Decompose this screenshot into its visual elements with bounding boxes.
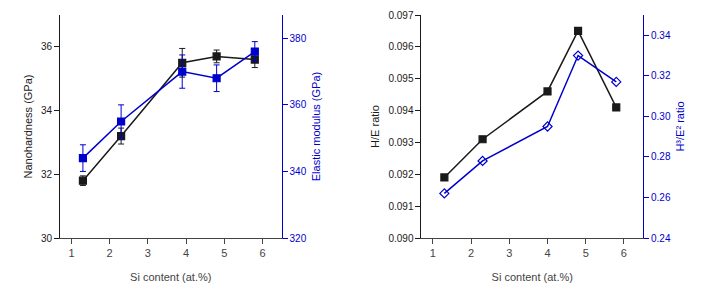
svg-text:0.34: 0.34	[651, 30, 671, 41]
svg-text:1: 1	[68, 247, 74, 259]
svg-text:1: 1	[430, 247, 436, 259]
svg-text:0.097: 0.097	[388, 10, 413, 21]
svg-text:Nanohardness (GPa): Nanohardness (GPa)	[22, 75, 34, 179]
svg-text:H/E ratio: H/E ratio	[369, 105, 381, 148]
svg-text:0.091: 0.091	[388, 201, 413, 212]
svg-text:0.092: 0.092	[388, 169, 413, 180]
svg-text:0.26: 0.26	[651, 192, 671, 203]
svg-text:34: 34	[41, 105, 53, 116]
svg-text:3: 3	[506, 247, 512, 259]
svg-text:0.24: 0.24	[651, 233, 671, 244]
svg-text:3: 3	[145, 247, 151, 259]
svg-text:36: 36	[41, 41, 53, 52]
svg-text:2: 2	[107, 247, 113, 259]
svg-text:0.095: 0.095	[388, 73, 413, 84]
svg-text:5: 5	[221, 247, 227, 259]
svg-text:0.093: 0.093	[388, 137, 413, 148]
svg-text:30: 30	[41, 233, 53, 244]
svg-text:2: 2	[468, 247, 474, 259]
svg-text:380: 380	[290, 33, 307, 44]
svg-text:0.28: 0.28	[651, 151, 671, 162]
svg-text:4: 4	[544, 247, 550, 259]
svg-text:6: 6	[621, 247, 627, 259]
svg-text:0.30: 0.30	[651, 111, 671, 122]
svg-text:H³/E² ratio: H³/E² ratio	[674, 101, 686, 151]
svg-text:Elastic modulus (GPa): Elastic modulus (GPa)	[310, 72, 322, 181]
svg-text:0.096: 0.096	[388, 41, 413, 52]
svg-text:5: 5	[583, 247, 589, 259]
svg-text:32: 32	[41, 169, 53, 180]
svg-text:Si content (at.%): Si content (at.%)	[492, 271, 573, 283]
svg-text:0.090: 0.090	[388, 233, 413, 244]
svg-text:0.32: 0.32	[651, 70, 671, 81]
svg-text:340: 340	[290, 166, 307, 177]
svg-text:360: 360	[290, 99, 307, 110]
svg-text:Si content (at.%): Si content (at.%)	[130, 271, 211, 283]
svg-text:4: 4	[183, 247, 189, 259]
svg-text:6: 6	[259, 247, 265, 259]
svg-text:0.094: 0.094	[388, 105, 413, 116]
svg-text:320: 320	[290, 233, 307, 244]
